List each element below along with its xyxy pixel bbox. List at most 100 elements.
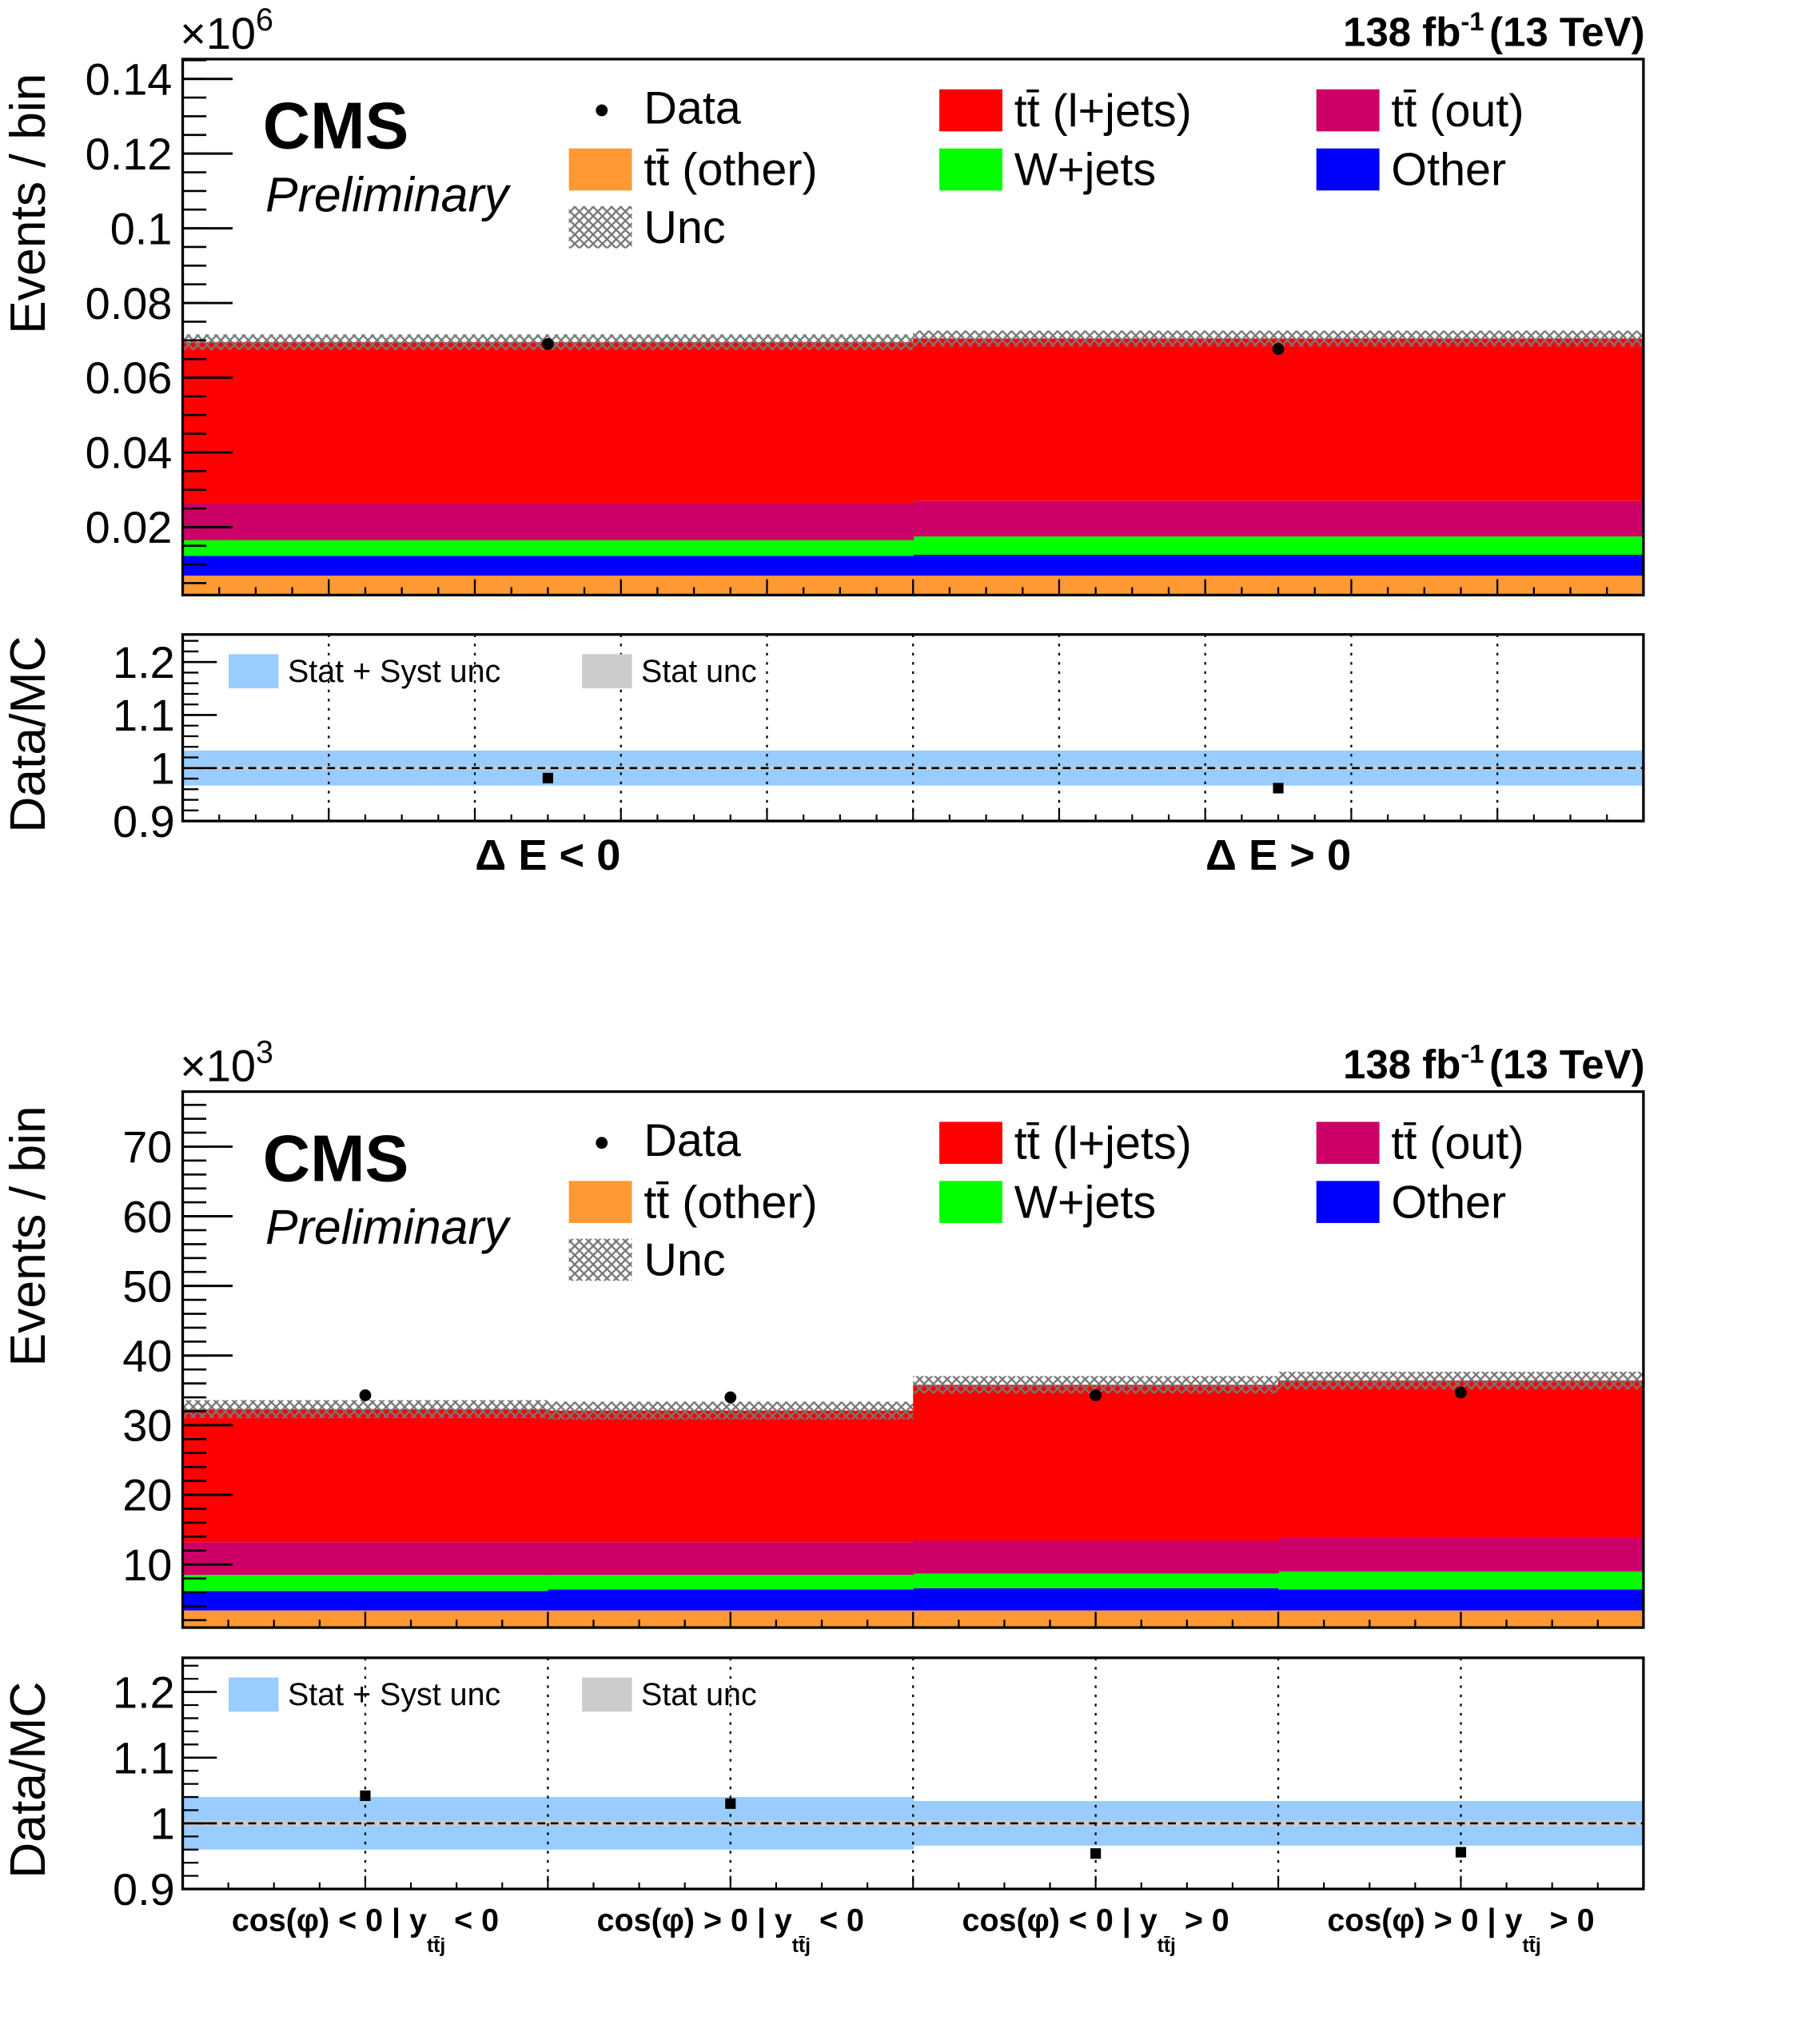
ratio-tick-label: 1 <box>150 743 175 793</box>
legend-unc: Unc <box>644 202 725 253</box>
legend-swatch-syst <box>229 1677 279 1712</box>
unc-band <box>913 1376 1279 1394</box>
y-tick-label: 60 <box>122 1191 172 1241</box>
category-subscript: tt̄j <box>792 1935 811 1957</box>
axis-multiplier: ×103 <box>180 1034 273 1090</box>
bar-other <box>913 1588 1279 1611</box>
y-tick-label: 0.12 <box>86 129 173 179</box>
legend-ttout: tt̄ (out) <box>1391 1118 1524 1169</box>
bar-wjets <box>182 540 914 556</box>
legend-data: Data <box>644 1115 740 1166</box>
bar-ttljets <box>913 338 1644 501</box>
y-tick-label: 0.14 <box>86 54 173 104</box>
legend-swatch-ttljets <box>939 89 1002 132</box>
ratio-tick-label: 1.1 <box>113 690 175 740</box>
bar-ttljets <box>182 1408 549 1543</box>
chart-panel-1: 0.02 0.04 0.06 0.08 0.1 0.12 0.14 Events / bin ×… <box>0 2 1645 879</box>
legend-ttout: tt̄ (out) <box>1391 86 1524 137</box>
legend-swatch-other <box>1316 1181 1380 1223</box>
category-subscript: tt̄j <box>1522 1935 1540 1957</box>
legend-other: Other <box>1391 1177 1506 1228</box>
y-tick-label: 0.1 <box>110 203 173 253</box>
y-tick-label: 10 <box>122 1540 172 1590</box>
category-suffix: > 0 <box>1176 1903 1229 1938</box>
ratio-point <box>1090 1848 1102 1859</box>
bar-other <box>548 1589 914 1611</box>
ratio-point <box>1273 783 1284 794</box>
bar-wjets <box>548 1575 914 1590</box>
lumi-label: 138 fb-1 (13 TeV) <box>1343 6 1644 55</box>
legend-swatch-wjets <box>939 148 1002 191</box>
legend-ttother: tt̄ (other) <box>644 1177 817 1228</box>
bar-ttout <box>548 1542 914 1576</box>
bar-wjets <box>913 1573 1279 1588</box>
ratio-tick-label: 0.9 <box>113 1864 175 1915</box>
bar-ttljets <box>182 342 914 504</box>
legend-stat-syst: Stat + Syst unc <box>288 654 500 689</box>
y-tick-label: 50 <box>122 1261 172 1311</box>
ratio-tick-label: 1.2 <box>113 637 175 687</box>
legend-swatch-ttother <box>568 148 632 191</box>
energy: (13 TeV) <box>1489 10 1644 55</box>
category-main: Δ E > 0 <box>1205 831 1351 879</box>
unc-band <box>1278 1372 1644 1390</box>
y-tick-label: 0.02 <box>86 502 173 552</box>
category-main: cos(φ) < 0 | y <box>962 1903 1158 1938</box>
lumi-exponent: -1 <box>1460 6 1484 36</box>
category-suffix: < 0 <box>445 1903 499 1938</box>
legend-stat: Stat unc <box>641 1677 757 1712</box>
lumi-exponent: -1 <box>1460 1038 1484 1068</box>
bar-wjets <box>1278 1571 1644 1590</box>
lumi-value: 138 fb <box>1343 1042 1460 1087</box>
y-axis-label: Events / bin <box>0 1106 56 1366</box>
data-point <box>1090 1389 1102 1401</box>
category-main: Δ E < 0 <box>475 831 620 879</box>
multiplier-base: ×10 <box>180 1040 256 1090</box>
bar-ttljets <box>913 1385 1279 1541</box>
legend-data-marker <box>596 1137 608 1150</box>
legend-swatch-other <box>1316 148 1380 191</box>
multiplier-base: ×10 <box>180 8 256 58</box>
data-point <box>1272 343 1285 355</box>
x-category-label: cos(φ) < 0 | ytt̄j > 0 <box>962 1903 1229 1957</box>
y-tick-label: 0.06 <box>86 353 173 403</box>
legend-other: Other <box>1391 145 1506 196</box>
y-tick-label: 0.04 <box>86 428 173 478</box>
y-tick-label: 20 <box>122 1470 172 1520</box>
ratio-point <box>1455 1847 1467 1858</box>
ratio-tick-label: 1.1 <box>113 1732 175 1783</box>
lumi-label: 138 fb-1 (13 TeV) <box>1343 1038 1644 1087</box>
x-category-label: cos(φ) > 0 | ytt̄j < 0 <box>597 1903 864 1957</box>
bar-ttout <box>913 1540 1279 1574</box>
y-tick-label: 70 <box>122 1122 172 1172</box>
legend-swatch-ttother <box>568 1181 632 1223</box>
bar-other <box>1278 1589 1644 1611</box>
y-tick-label: 30 <box>122 1401 172 1451</box>
bar-ttljets <box>1278 1381 1644 1539</box>
legend-ttljets: tt̄ (l+jets) <box>1014 86 1192 137</box>
legend-swatch-syst <box>229 654 279 689</box>
bar-ttljets <box>548 1410 914 1543</box>
legend-ttljets: tt̄ (l+jets) <box>1014 1118 1192 1169</box>
lumi-value: 138 fb <box>1343 10 1460 55</box>
y-axis-label: Events / bin <box>0 74 56 334</box>
legend-data: Data <box>644 82 740 133</box>
legend-wjets: W+jets <box>1014 1177 1156 1228</box>
bar-wjets <box>913 536 1644 555</box>
legend-swatch-unc <box>568 206 632 249</box>
legend-stat: Stat unc <box>641 654 757 689</box>
ratio-y-axis-label: Data/MC <box>0 636 56 832</box>
y-tick-label: 0.08 <box>86 278 173 329</box>
category-main: cos(φ) > 0 | y <box>597 1903 792 1938</box>
axis-multiplier: ×106 <box>180 2 273 58</box>
chart-panel-2: 10 20 30 40 50 60 70 Events / bin ×103 138 fb-1 (1… <box>0 1034 1645 1957</box>
bar-ttout <box>182 1542 549 1576</box>
ratio-point <box>725 1798 736 1809</box>
unc-band <box>913 330 1644 347</box>
ratio-tick-label: 1.2 <box>113 1667 175 1717</box>
unc-band <box>182 1400 548 1419</box>
category-main: cos(φ) < 0 | y <box>232 1903 427 1938</box>
legend-swatch-unc <box>568 1238 632 1281</box>
category-subscript: tt̄j <box>427 1935 445 1957</box>
legend-unc: Unc <box>644 1235 725 1286</box>
